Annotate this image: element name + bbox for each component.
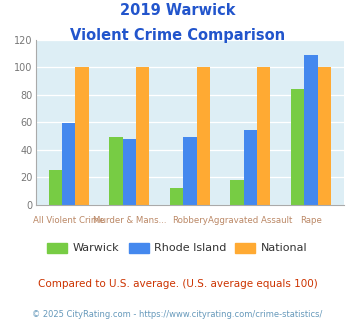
- Text: Robbery: Robbery: [172, 216, 208, 225]
- Text: Compared to U.S. average. (U.S. average equals 100): Compared to U.S. average. (U.S. average …: [38, 279, 317, 289]
- Bar: [257, 67, 271, 205]
- Bar: [109, 137, 123, 205]
- Bar: [230, 180, 244, 205]
- Bar: [244, 130, 257, 205]
- Bar: [183, 137, 197, 205]
- Text: Rape: Rape: [300, 216, 322, 225]
- Text: Murder & Mans...: Murder & Mans...: [93, 216, 166, 225]
- Bar: [291, 89, 304, 205]
- Bar: [170, 188, 183, 205]
- Bar: [318, 67, 331, 205]
- Text: All Violent Crime: All Violent Crime: [33, 216, 105, 225]
- Bar: [197, 67, 210, 205]
- Bar: [123, 139, 136, 205]
- Bar: [304, 55, 318, 205]
- Bar: [62, 123, 76, 205]
- Legend: Warwick, Rhode Island, National: Warwick, Rhode Island, National: [43, 238, 312, 258]
- Text: Aggravated Assault: Aggravated Assault: [208, 216, 293, 225]
- Bar: [136, 67, 149, 205]
- Bar: [49, 170, 62, 205]
- Text: Violent Crime Comparison: Violent Crime Comparison: [70, 28, 285, 43]
- Text: © 2025 CityRating.com - https://www.cityrating.com/crime-statistics/: © 2025 CityRating.com - https://www.city…: [32, 310, 323, 319]
- Bar: [76, 67, 89, 205]
- Text: 2019 Warwick: 2019 Warwick: [120, 3, 235, 18]
